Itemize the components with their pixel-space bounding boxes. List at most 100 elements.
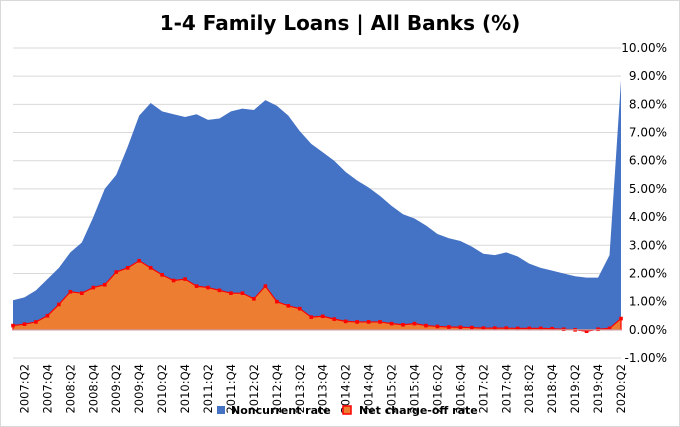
x-tick-label: 2013:Q4	[316, 364, 330, 414]
charge-off-point	[493, 326, 497, 330]
charge-off-point	[561, 327, 566, 332]
charge-off-point	[550, 326, 554, 331]
x-tick-label: 2014:Q2	[339, 364, 353, 414]
charge-off-point	[619, 316, 623, 321]
charge-off-point	[252, 297, 256, 301]
x-tick-label: 2010:Q2	[155, 364, 169, 414]
x-tick-label: 2012:Q4	[270, 364, 284, 414]
x-tick-label: 2011:Q4	[224, 364, 238, 414]
charge-off-point	[137, 258, 141, 263]
charge-off-point	[240, 291, 245, 295]
x-axis-ticks: 2007:Q2 2007:Q4 2008:Q2 2008:Q4 2009:Q2 2009:…	[17, 364, 628, 414]
x-tick-label: 2007:Q4	[40, 364, 54, 414]
charge-off-point	[320, 314, 325, 319]
charge-off-point	[11, 323, 15, 328]
y-tick-label: 1.00%	[629, 295, 667, 309]
x-tick-label: 2015:Q2	[385, 364, 399, 414]
charge-off-point	[57, 302, 61, 307]
y-axis-ticks: -1.00% 0.00% 1.00% 2.00% 3.00% 4.00% 5.00% 6.00…	[621, 41, 667, 365]
legend-swatch-noncurrent	[217, 406, 225, 414]
legend-label-noncurrent: Noncurrent rate	[231, 404, 331, 417]
charge-off-markers	[11, 258, 623, 334]
charge-off-point	[68, 289, 73, 294]
charge-off-point	[584, 329, 589, 334]
y-tick-label: 7.00%	[629, 126, 667, 140]
charge-off-point	[229, 291, 233, 295]
y-tick-label: -1.00%	[625, 351, 667, 365]
charge-off-point	[194, 284, 199, 288]
charge-off-point	[378, 320, 382, 324]
charge-off-point	[206, 285, 210, 290]
y-tick-label: 9.00%	[629, 69, 667, 83]
x-tick-label: 2016:Q4	[453, 364, 467, 414]
charge-off-point	[412, 321, 417, 326]
charge-off-point	[275, 299, 279, 304]
x-tick-label: 2020:Q2	[614, 364, 628, 414]
charge-off-point	[91, 285, 96, 290]
charge-off-point	[424, 323, 428, 328]
y-tick-label: 2.00%	[629, 266, 667, 280]
charge-off-point	[435, 324, 440, 329]
x-tick-label: 2017:Q4	[499, 364, 513, 414]
y-tick-label: 4.00%	[629, 210, 667, 224]
charge-off-point	[504, 326, 509, 330]
charge-off-point	[102, 282, 107, 287]
charge-off-point	[355, 320, 359, 324]
x-tick-label: 2014:Q4	[362, 364, 376, 414]
charge-off-point	[148, 266, 153, 270]
charge-off-point	[114, 270, 119, 274]
charge-off-point	[217, 288, 222, 293]
x-tick-label: 2019:Q2	[568, 364, 582, 414]
charge-off-point	[309, 315, 314, 319]
x-tick-label: 2010:Q4	[178, 364, 192, 414]
y-tick-label: 5.00%	[629, 182, 667, 196]
charge-off-point	[470, 325, 474, 330]
charge-off-point	[366, 320, 371, 324]
x-tick-label: 2008:Q2	[63, 364, 77, 414]
charge-off-point	[481, 326, 486, 330]
legend: Noncurrent rate Net charge-off rate	[217, 404, 478, 417]
charge-off-point	[125, 266, 130, 270]
legend-label-charge-off: Net charge-off rate	[359, 404, 478, 417]
y-tick-label: 8.00%	[629, 97, 667, 111]
charge-off-point	[34, 320, 38, 324]
charge-off-point	[80, 291, 84, 295]
x-tick-label: 2018:Q4	[545, 364, 559, 414]
charge-off-point	[45, 313, 50, 318]
y-tick-label: 6.00%	[629, 154, 667, 168]
charge-off-point	[596, 327, 600, 332]
x-tick-label: 2011:Q2	[201, 364, 215, 414]
charge-off-point	[515, 326, 520, 331]
x-tick-label: 2016:Q2	[430, 364, 444, 414]
charge-off-point	[183, 277, 187, 281]
plot-areas	[12, 80, 622, 332]
x-tick-label: 2015:Q4	[408, 364, 422, 414]
charge-off-point	[343, 319, 348, 324]
y-tick-label: 3.00%	[629, 238, 667, 252]
x-tick-label: 2009:Q4	[132, 364, 146, 414]
charge-off-point	[160, 273, 164, 277]
charge-off-point	[458, 325, 463, 330]
y-tick-label: 0.00%	[629, 323, 667, 337]
charge-off-point	[527, 326, 532, 331]
y-tick-label: 10.00%	[621, 41, 667, 55]
x-tick-label: 2008:Q4	[86, 364, 100, 414]
charge-off-point	[263, 284, 268, 288]
charge-off-point	[171, 278, 176, 283]
charge-off-point	[447, 325, 451, 329]
charge-off-point	[22, 322, 27, 326]
legend-swatch-charge-off	[342, 405, 352, 415]
x-tick-label: 2018:Q2	[522, 364, 536, 414]
chart-title: 1-4 Family Loans | All Banks (%)	[160, 11, 521, 35]
charge-off-point	[332, 317, 337, 321]
charge-off-point	[401, 322, 405, 327]
charge-off-point	[297, 306, 302, 311]
charge-off-point	[286, 304, 291, 308]
x-tick-label: 2007:Q2	[17, 364, 31, 414]
x-tick-label: 2009:Q2	[109, 364, 123, 414]
x-tick-label: 2019:Q4	[591, 364, 605, 414]
x-tick-label: 2012:Q2	[247, 364, 261, 414]
charge-off-point	[607, 326, 612, 331]
